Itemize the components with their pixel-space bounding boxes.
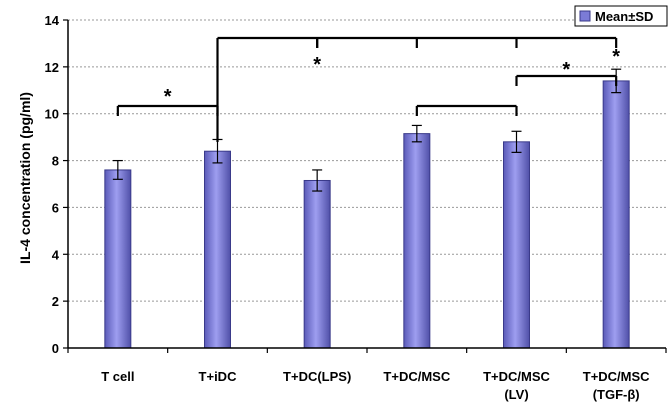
y-tick-label: 10 [45, 107, 59, 122]
y-tick-label: 4 [52, 247, 60, 262]
legend: Mean±SD [574, 5, 668, 27]
y-tick-label: 14 [45, 13, 60, 28]
category-label: T+DC(LPS) [283, 369, 351, 384]
bar [104, 169, 132, 349]
bar [204, 150, 231, 349]
axes: 0 2 4 6 8 10 12 14 [45, 13, 667, 356]
y-tick-label: 2 [52, 294, 59, 309]
legend-label: Mean±SD [595, 9, 653, 24]
category-label: (TGF-β) [593, 387, 640, 402]
category-label: T+DC/MSC [483, 369, 550, 384]
category-label: T cell [101, 369, 134, 384]
bar [403, 133, 431, 349]
y-tick-label: 12 [45, 60, 59, 75]
significance-star: * [313, 54, 321, 76]
y-tick-label: 0 [52, 341, 59, 356]
y-axis-label: IL-4 concentration (pg/ml) [17, 92, 33, 264]
category-label: T+iDC [199, 369, 238, 384]
significance-star: * [562, 59, 570, 81]
legend-swatch [579, 10, 591, 22]
category-label: (LV) [504, 387, 528, 402]
bars: T cell T+iDC T+DC(LPS) T+DC/MSC T+DC/MSC (LV)… [101, 68, 650, 402]
category-label: T+DC/MSC [583, 369, 650, 384]
significance-brackets: * * * * [116, 36, 620, 142]
y-tick-label: 8 [52, 154, 59, 169]
significance-star: * [164, 86, 172, 108]
y-tick-label: 6 [52, 200, 59, 215]
bar [303, 179, 331, 349]
legend-box [574, 5, 668, 27]
category-label: T+DC/MSC [383, 369, 450, 384]
significance-star: * [612, 46, 620, 68]
bar [602, 80, 630, 349]
bar [503, 141, 530, 349]
gridlines [68, 19, 666, 302]
